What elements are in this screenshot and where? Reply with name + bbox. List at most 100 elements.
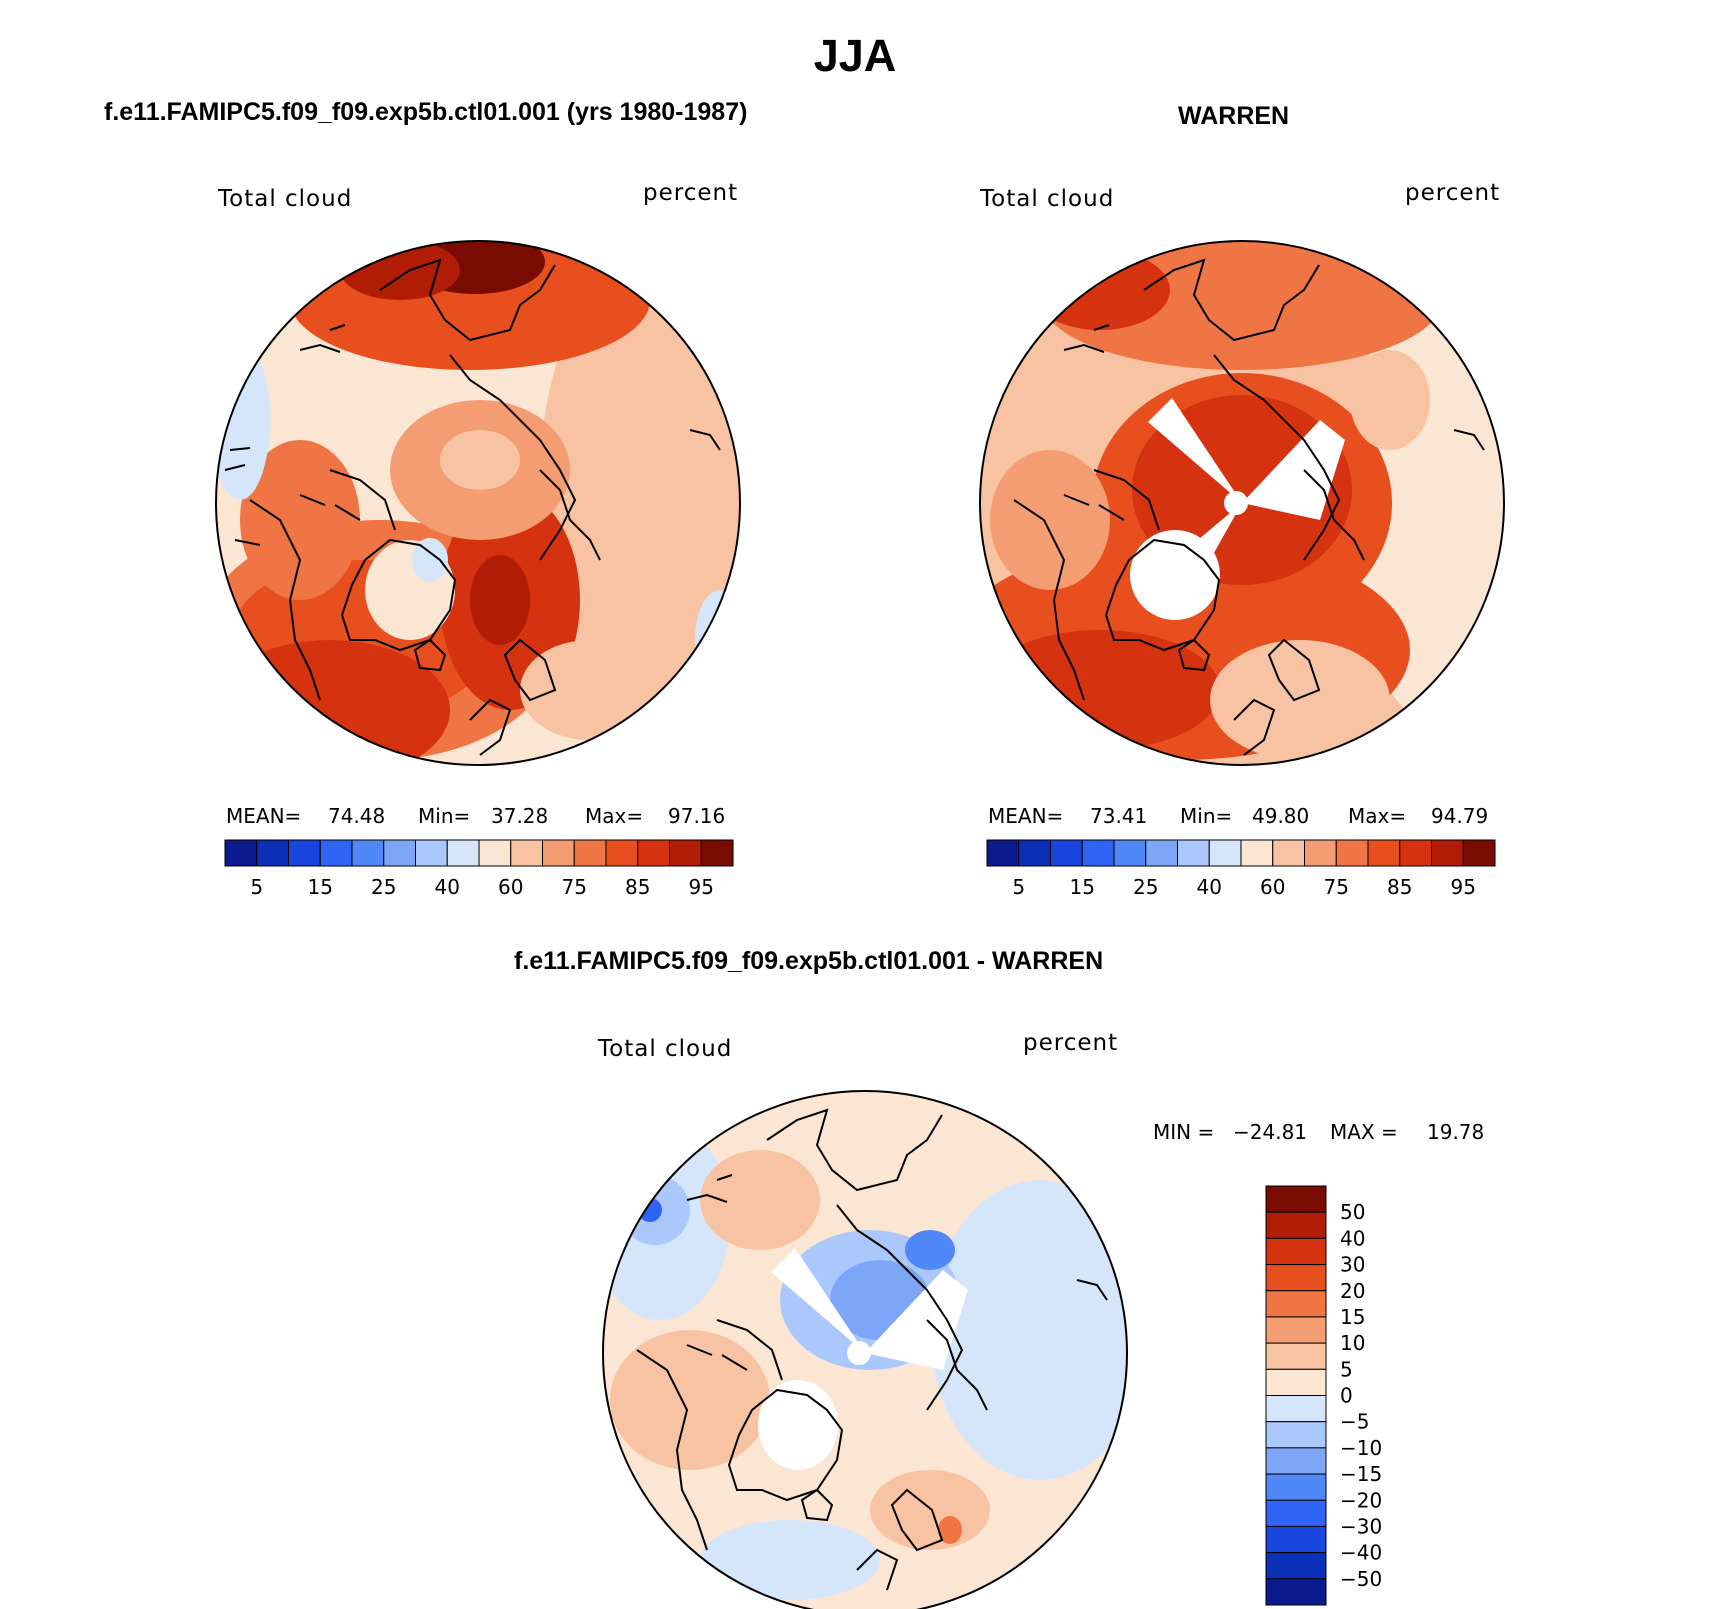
panel3-colorbar-color-box (1265, 1185, 1327, 1213)
panel2-colorbar-color-box (1208, 839, 1242, 867)
panel3-colorbar-tick-label: −5 (1340, 1410, 1369, 1434)
panel3-colorbar-tick-label: −20 (1340, 1488, 1382, 1512)
panel3-max-label: MAX = (1330, 1120, 1398, 1144)
panel3-max-value: 19.78 (1427, 1120, 1485, 1144)
panel2-case-title: WARREN (1178, 102, 1290, 130)
panel2-colorbar-color-box (1018, 839, 1051, 867)
panel3-variable: Total cloud (598, 1036, 733, 1062)
panel3-fill (603, 1091, 1127, 1609)
panel3-colorbar-tick-label: 50 (1340, 1200, 1365, 1224)
panel2-colorbar-color-box (1113, 839, 1147, 867)
panel2-colorbar-color-box (1081, 839, 1115, 867)
panel3-colorbar-color-box (1265, 1290, 1327, 1318)
panel1-colorbar-tick-label: 25 (371, 875, 396, 899)
panel1-min-label: Min= (418, 804, 471, 828)
panel3-colorbar-tick-label: 10 (1340, 1331, 1365, 1355)
panel2-colorbar-color-box (1050, 839, 1083, 867)
panel2-colorbar-color-box (1462, 839, 1496, 867)
panel2-colorbar-tick-label: 85 (1387, 875, 1412, 899)
panel3-colorbar-color-box (1265, 1395, 1327, 1423)
panel2-fill (980, 241, 1504, 765)
panel1-colorbar-color-box (700, 839, 734, 867)
panel1-colorbar-tick-label: 5 (250, 875, 263, 899)
panel1-polar-map (215, 240, 741, 766)
panel2-colorbar-color-box (1431, 839, 1464, 867)
panel3-colorbar-tick-label: −10 (1340, 1436, 1382, 1460)
panel3-polar-map (602, 1090, 1128, 1609)
panel1-colorbar-tick-label: 95 (689, 875, 714, 899)
panel3-case-title: f.e11.FAMIPC5.f09_f09.exp5b.ctl01.001 - … (514, 947, 1104, 975)
panel1-variable: Total cloud (218, 186, 353, 212)
panel3-colorbar-color-box (1265, 1316, 1327, 1344)
panel2-mean-value: 73.41 (1090, 804, 1148, 828)
panel1-max-value: 97.16 (668, 804, 726, 828)
panel1-coastlines (224, 258, 721, 756)
panel1-colorbar-tick-label: 15 (308, 875, 333, 899)
figure-title: JJA (813, 30, 897, 81)
panel3-colorbar-tick-label: 40 (1340, 1226, 1365, 1250)
panel3-colorbar-color-box (1265, 1264, 1327, 1292)
panel3-colorbar-color-box (1265, 1342, 1327, 1370)
panel3-colorbar-tick-label: −50 (1340, 1567, 1382, 1591)
panel1-fill (216, 241, 740, 765)
panel1-colorbar-tick-label: 75 (562, 875, 587, 899)
panel1-colorbar-color-box (669, 839, 702, 867)
panel2-colorbar-tick-label: 15 (1070, 875, 1095, 899)
panel3-colorbar-color-box (1265, 1499, 1327, 1527)
panel3-colorbar-tick-label: 20 (1340, 1279, 1365, 1303)
panel1-min-value: 37.28 (491, 804, 549, 828)
panel2-colorbar-color-box (1304, 839, 1337, 867)
panel3-units: percent (1023, 1030, 1119, 1056)
panel1-colorbar-color-box (542, 839, 575, 867)
panel2-colorbar-tick-label: 25 (1133, 875, 1158, 899)
panel3-colorbar-color-box (1265, 1368, 1327, 1396)
panel2-min-value: 49.80 (1252, 804, 1310, 828)
panel1-colorbar-color-box (478, 839, 512, 867)
panel2-colorbar: 5 15 25 40 60 75 85 95 (986, 839, 1496, 899)
panel3-colorbar-color-box (1265, 1525, 1327, 1554)
panel3-colorbar-tick-label: −15 (1340, 1462, 1382, 1486)
panel1-colorbar: 5 15 25 40 60 75 85 95 (224, 839, 734, 899)
panel1-colorbar-color-box (351, 839, 385, 867)
panel3-colorbar-tick-label: 15 (1340, 1305, 1365, 1329)
panel2-colorbar-color-box (1145, 839, 1178, 867)
panel1-colorbar-color-box (383, 839, 416, 867)
panel1-colorbar-color-box (288, 839, 321, 867)
panel2-colorbar-color-box (1177, 839, 1210, 867)
panel3-min-label: MIN = (1153, 1120, 1215, 1144)
panel2-coastlines (1013, 258, 1485, 756)
panel1-colorbar-tick-label: 60 (498, 875, 523, 899)
panel1-colorbar-color-box (637, 839, 670, 867)
panel2-variable: Total cloud (980, 186, 1115, 212)
panel1-mean-label: MEAN= (226, 804, 302, 828)
panel2-max-label: Max= (1348, 804, 1407, 828)
panel1-units: percent (643, 180, 739, 206)
panel2-colorbar-color-box (1367, 839, 1401, 867)
panel1-colorbar-color-box (415, 839, 448, 867)
panel1-max-label: Max= (585, 804, 644, 828)
panel2-min-label: Min= (1180, 804, 1233, 828)
panel3-colorbar-color-box (1265, 1473, 1327, 1501)
panel1-colorbar-tick-label: 85 (625, 875, 650, 899)
panel1-case-title: f.e11.FAMIPC5.f09_f09.exp5b.ctl01.001 (y… (104, 98, 748, 126)
panel1-mean-value: 74.48 (328, 804, 386, 828)
panel3-colorbar-tick-label: 5 (1340, 1357, 1353, 1381)
panel2-units: percent (1405, 180, 1501, 206)
panel3-colorbar-tick-label: −40 (1340, 1541, 1382, 1565)
panel3-coastlines (636, 1108, 1108, 1591)
panel2-colorbar-color-box (1335, 839, 1369, 867)
panel2-max-value: 94.79 (1431, 804, 1489, 828)
panel2-colorbar-color-box (1240, 839, 1274, 867)
panel2-colorbar-tick-label: 5 (1012, 875, 1025, 899)
panel2-colorbar-tick-label: 95 (1451, 875, 1476, 899)
panel3-colorbar-color-box (1265, 1421, 1327, 1449)
panel2-colorbar-tick-label: 75 (1324, 875, 1349, 899)
panel1-colorbar-color-box (573, 839, 607, 867)
panel2-colorbar-color-box (1272, 839, 1305, 867)
panel3-colorbar-color-box (1265, 1552, 1327, 1580)
panel1-colorbar-color-box (224, 839, 258, 867)
panel3-colorbar-color-box (1265, 1447, 1327, 1475)
panel2-polar-map (979, 240, 1505, 766)
